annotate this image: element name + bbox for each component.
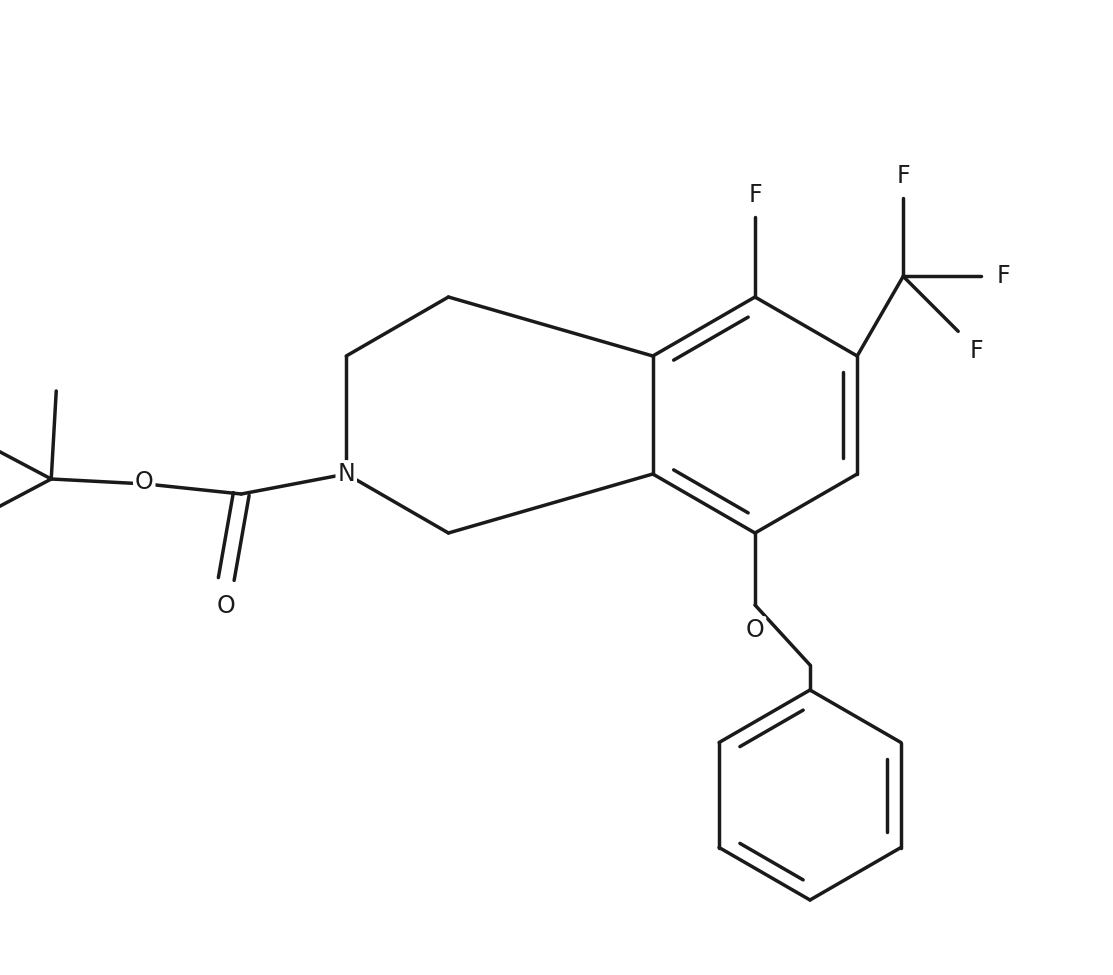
Text: F: F	[996, 264, 1009, 289]
Text: O: O	[217, 594, 236, 618]
Text: F: F	[896, 165, 910, 188]
Text: O: O	[135, 470, 154, 494]
Text: O: O	[746, 618, 765, 642]
Text: N: N	[337, 462, 355, 486]
Text: F: F	[748, 183, 761, 207]
Text: F: F	[969, 339, 983, 364]
